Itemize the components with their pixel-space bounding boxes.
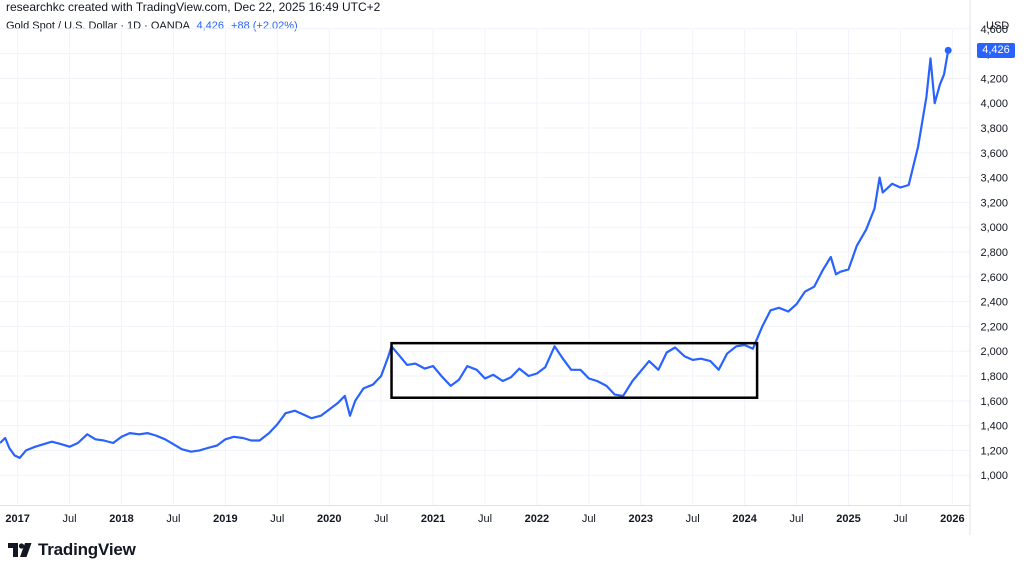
brand: TradingView [8,540,136,560]
y-tick-label: 1,600 [980,396,1008,408]
y-tick-label: 2,200 [980,321,1008,333]
y-tick-label: 1,800 [980,371,1008,383]
x-tick-label: Jul [790,513,804,525]
y-tick-label: 3,800 [980,123,1008,135]
y-tick-label: 1,200 [980,445,1008,457]
series-line [0,50,950,459]
y-tick-label: 3,400 [980,173,1008,185]
x-tick-label: Jul [686,513,700,525]
y-tick-label: 2,400 [980,297,1008,309]
x-tick-label: Jul [166,513,180,525]
y-tick-label: 4,600 [980,24,1008,36]
x-tick-label: 2020 [317,513,341,525]
y-tick-label: 3,200 [980,197,1008,209]
x-tick-label: 2022 [525,513,549,525]
x-tick-label: 2026 [940,513,964,525]
x-tick-label: Jul [478,513,492,525]
y-tick-label: 3,600 [980,148,1008,160]
y-tick-label: 4,200 [980,73,1008,85]
x-tick-label: Jul [582,513,596,525]
x-tick-label: 2019 [213,513,237,525]
y-tick-label: 1,400 [980,421,1008,433]
consolidation-box [390,341,759,399]
y-tick-label: 2,800 [980,247,1008,259]
created-by-note: researchkc created with TradingView.com,… [6,0,381,14]
tradingview-logo-icon [8,543,32,557]
currency-label: USD [986,20,1010,32]
x-tick-label: 2024 [732,513,757,525]
x-tick-label: 2025 [836,513,860,525]
x-tick-label: Jul [374,513,388,525]
last-point-marker [944,46,952,54]
last-price-tag: 4,426 [977,42,1015,58]
y-tick-label: 2,600 [980,272,1008,284]
x-tick-label: 2017 [5,513,29,525]
x-tick-label: Jul [63,513,77,525]
x-tick-label: 2023 [629,513,653,525]
y-tick-label: 1,000 [980,470,1008,482]
x-tick-label: Jul [893,513,907,525]
y-tick-label: 4,000 [980,98,1008,110]
y-tick-label: 3,000 [980,222,1008,234]
y-tick-label: 2,000 [980,346,1008,358]
x-tick-label: Jul [270,513,284,525]
x-tick-label: 2021 [421,513,445,525]
x-tick-label: 2018 [109,513,133,525]
brand-name: TradingView [38,540,136,559]
